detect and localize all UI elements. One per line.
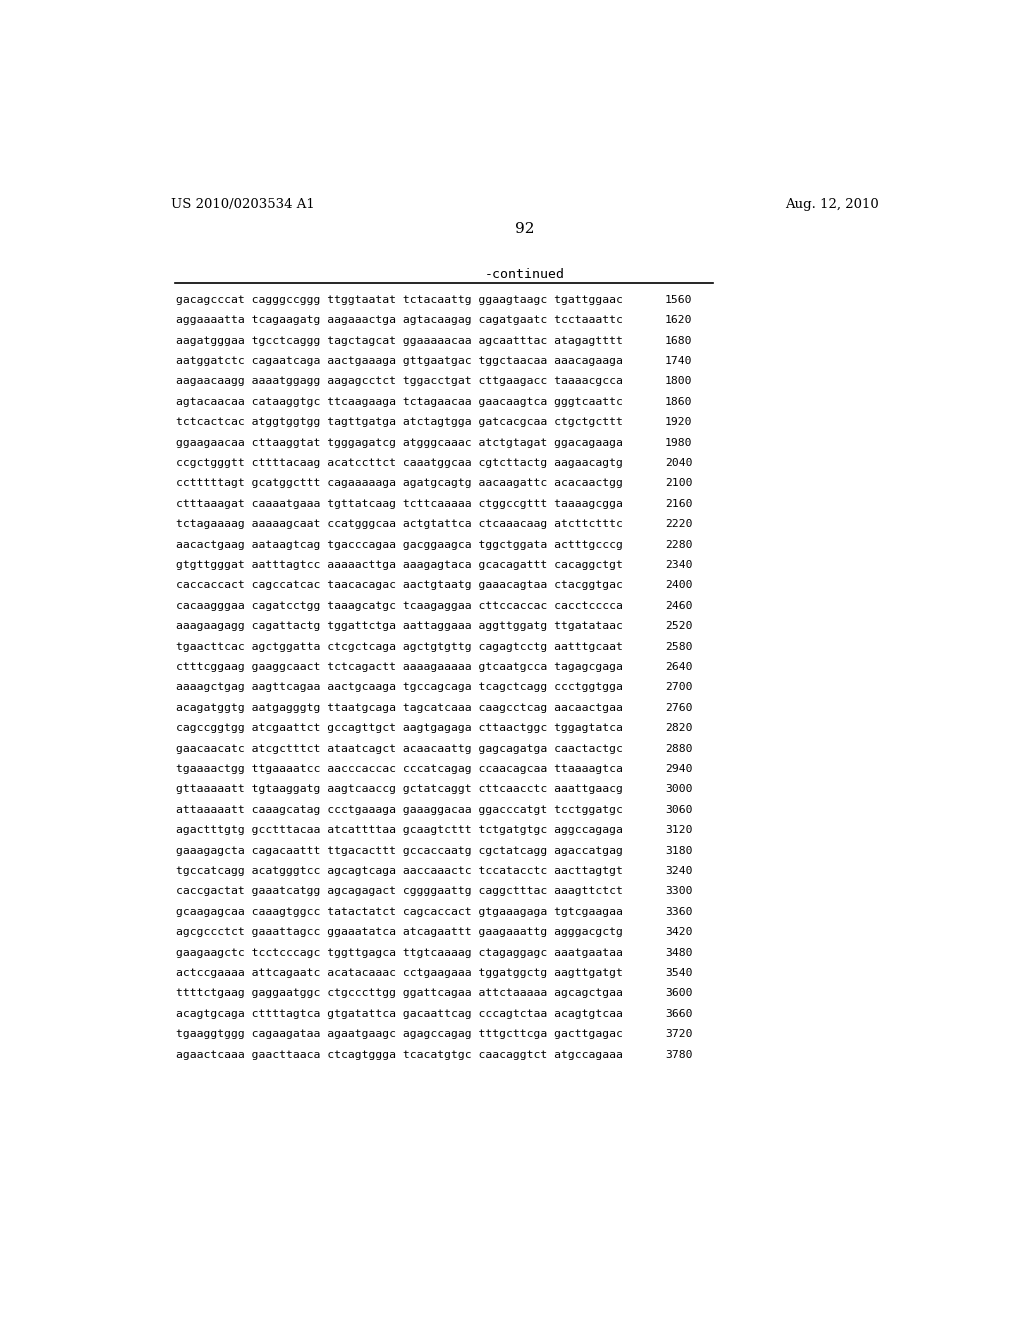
Text: tgaaaactgg ttgaaaatcc aacccaccac cccatcagag ccaacagcaa ttaaaagtca: tgaaaactgg ttgaaaatcc aacccaccac cccatca…	[176, 764, 623, 774]
Text: 2100: 2100	[665, 478, 692, 488]
Text: US 2010/0203534 A1: US 2010/0203534 A1	[171, 198, 314, 211]
Text: tctagaaaag aaaaagcaat ccatgggcaa actgtattca ctcaaacaag atcttctttc: tctagaaaag aaaaagcaat ccatgggcaa actgtat…	[176, 519, 623, 529]
Text: 1800: 1800	[665, 376, 692, 387]
Text: acagtgcaga cttttagtca gtgatattca gacaattcag cccagtctaa acagtgtcaa: acagtgcaga cttttagtca gtgatattca gacaatt…	[176, 1008, 623, 1019]
Text: ctttcggaag gaaggcaact tctcagactt aaaagaaaaa gtcaatgcca tagagcgaga: ctttcggaag gaaggcaact tctcagactt aaaagaa…	[176, 663, 623, 672]
Text: 3720: 3720	[665, 1030, 692, 1039]
Text: ccgctgggtt cttttacaag acatccttct caaatggcaa cgtcttactg aagaacagtg: ccgctgggtt cttttacaag acatccttct caaatgg…	[176, 458, 623, 467]
Text: 3300: 3300	[665, 887, 692, 896]
Text: 3600: 3600	[665, 989, 692, 998]
Text: aagatgggaa tgcctcaggg tagctagcat ggaaaaacaa agcaatttac atagagtttt: aagatgggaa tgcctcaggg tagctagcat ggaaaaa…	[176, 335, 623, 346]
Text: 3240: 3240	[665, 866, 692, 876]
Text: 3660: 3660	[665, 1008, 692, 1019]
Text: 1860: 1860	[665, 397, 692, 407]
Text: 2880: 2880	[665, 743, 692, 754]
Text: 1740: 1740	[665, 356, 692, 366]
Text: 2280: 2280	[665, 540, 692, 549]
Text: 2580: 2580	[665, 642, 692, 652]
Text: aatggatctc cagaatcaga aactgaaaga gttgaatgac tggctaacaa aaacagaaga: aatggatctc cagaatcaga aactgaaaga gttgaat…	[176, 356, 623, 366]
Text: 1980: 1980	[665, 437, 692, 447]
Text: aaagaagagg cagattactg tggattctga aattaggaaa aggttggatg ttgatataac: aaagaagagg cagattactg tggattctga aattagg…	[176, 622, 623, 631]
Text: cagccggtgg atcgaattct gccagttgct aagtgagaga cttaactggc tggagtatca: cagccggtgg atcgaattct gccagttgct aagtgag…	[176, 723, 623, 733]
Text: gttaaaaatt tgtaaggatg aagtcaaccg gctatcaggt cttcaacctc aaattgaacg: gttaaaaatt tgtaaggatg aagtcaaccg gctatca…	[176, 784, 623, 795]
Text: gtgttgggat aatttagtcc aaaaacttga aaagagtaca gcacagattt cacaggctgt: gtgttgggat aatttagtcc aaaaacttga aaagagt…	[176, 560, 623, 570]
Text: 3360: 3360	[665, 907, 692, 917]
Text: acagatggtg aatgagggtg ttaatgcaga tagcatcaaa caagcctcag aacaactgaa: acagatggtg aatgagggtg ttaatgcaga tagcatc…	[176, 702, 623, 713]
Text: caccaccact cagccatcac taacacagac aactgtaatg gaaacagtaa ctacggtgac: caccaccact cagccatcac taacacagac aactgta…	[176, 581, 623, 590]
Text: agcgccctct gaaattagcc ggaaatatca atcagaattt gaagaaattg agggacgctg: agcgccctct gaaattagcc ggaaatatca atcagaa…	[176, 927, 623, 937]
Text: tgccatcagg acatgggtcc agcagtcaga aaccaaactc tccatacctc aacttagtgt: tgccatcagg acatgggtcc agcagtcaga aaccaaa…	[176, 866, 623, 876]
Text: ttttctgaag gaggaatggc ctgcccttgg ggattcagaa attctaaaaa agcagctgaa: ttttctgaag gaggaatggc ctgcccttgg ggattca…	[176, 989, 623, 998]
Text: agaactcaaa gaacttaaca ctcagtggga tcacatgtgc caacaggtct atgccagaaa: agaactcaaa gaacttaaca ctcagtggga tcacatg…	[176, 1049, 623, 1060]
Text: cctttttagt gcatggcttt cagaaaaaga agatgcagtg aacaagattc acacaactgg: cctttttagt gcatggcttt cagaaaaaga agatgca…	[176, 478, 623, 488]
Text: 2640: 2640	[665, 663, 692, 672]
Text: 2220: 2220	[665, 519, 692, 529]
Text: agactttgtg gcctttacaa atcattttaa gcaagtcttt tctgatgtgc aggccagaga: agactttgtg gcctttacaa atcattttaa gcaagtc…	[176, 825, 623, 836]
Text: gcaagagcaa caaagtggcc tatactatct cagcaccact gtgaaagaga tgtcgaagaa: gcaagagcaa caaagtggcc tatactatct cagcacc…	[176, 907, 623, 917]
Text: 2460: 2460	[665, 601, 692, 611]
Text: 2820: 2820	[665, 723, 692, 733]
Text: aacactgaag aataagtcag tgacccagaa gacggaagca tggctggata actttgcccg: aacactgaag aataagtcag tgacccagaa gacggaa…	[176, 540, 623, 549]
Text: -continued: -continued	[484, 268, 565, 281]
Text: 3540: 3540	[665, 968, 692, 978]
Text: 3060: 3060	[665, 805, 692, 814]
Text: 3120: 3120	[665, 825, 692, 836]
Text: 2160: 2160	[665, 499, 692, 508]
Text: 2520: 2520	[665, 622, 692, 631]
Text: actccgaaaa attcagaatc acatacaaac cctgaagaaa tggatggctg aagttgatgt: actccgaaaa attcagaatc acatacaaac cctgaag…	[176, 968, 623, 978]
Text: 1920: 1920	[665, 417, 692, 428]
Text: aagaacaagg aaaatggagg aagagcctct tggacctgat cttgaagacc taaaacgcca: aagaacaagg aaaatggagg aagagcctct tggacct…	[176, 376, 623, 387]
Text: 1560: 1560	[665, 294, 692, 305]
Text: 2040: 2040	[665, 458, 692, 467]
Text: 2700: 2700	[665, 682, 692, 693]
Text: ggaagaacaa cttaaggtat tgggagatcg atgggcaaac atctgtagat ggacagaaga: ggaagaacaa cttaaggtat tgggagatcg atgggca…	[176, 437, 623, 447]
Text: 3420: 3420	[665, 927, 692, 937]
Text: tgaaggtggg cagaagataa agaatgaagc agagccagag tttgcttcga gacttgagac: tgaaggtggg cagaagataa agaatgaagc agagcca…	[176, 1030, 623, 1039]
Text: 2340: 2340	[665, 560, 692, 570]
Text: gacagcccat cagggccggg ttggtaatat tctacaattg ggaagtaagc tgattggaac: gacagcccat cagggccggg ttggtaatat tctacaa…	[176, 294, 623, 305]
Text: cacaagggaa cagatcctgg taaagcatgc tcaagaggaa cttccaccac cacctcccca: cacaagggaa cagatcctgg taaagcatgc tcaagag…	[176, 601, 623, 611]
Text: tctcactcac atggtggtgg tagttgatga atctagtgga gatcacgcaa ctgctgcttt: tctcactcac atggtggtgg tagttgatga atctagt…	[176, 417, 623, 428]
Text: 1680: 1680	[665, 335, 692, 346]
Text: gaagaagctc tcctcccagc tggttgagca ttgtcaaaag ctagaggagc aaatgaataa: gaagaagctc tcctcccagc tggttgagca ttgtcaa…	[176, 948, 623, 957]
Text: attaaaaatt caaagcatag ccctgaaaga gaaaggacaa ggacccatgt tcctggatgc: attaaaaatt caaagcatag ccctgaaaga gaaagga…	[176, 805, 623, 814]
Text: gaacaacatc atcgctttct ataatcagct acaacaattg gagcagatga caactactgc: gaacaacatc atcgctttct ataatcagct acaacaa…	[176, 743, 623, 754]
Text: 2400: 2400	[665, 581, 692, 590]
Text: Aug. 12, 2010: Aug. 12, 2010	[785, 198, 879, 211]
Text: 3480: 3480	[665, 948, 692, 957]
Text: 3780: 3780	[665, 1049, 692, 1060]
Text: 1620: 1620	[665, 315, 692, 325]
Text: 3180: 3180	[665, 846, 692, 855]
Text: ctttaaagat caaaatgaaa tgttatcaag tcttcaaaaa ctggccgttt taaaagcgga: ctttaaagat caaaatgaaa tgttatcaag tcttcaa…	[176, 499, 623, 508]
Text: 3000: 3000	[665, 784, 692, 795]
Text: aaaagctgag aagttcagaa aactgcaaga tgccagcaga tcagctcagg ccctggtgga: aaaagctgag aagttcagaa aactgcaaga tgccagc…	[176, 682, 623, 693]
Text: gaaagagcta cagacaattt ttgacacttt gccaccaatg cgctatcagg agaccatgag: gaaagagcta cagacaattt ttgacacttt gccacca…	[176, 846, 623, 855]
Text: aggaaaatta tcagaagatg aagaaactga agtacaagag cagatgaatc tcctaaattc: aggaaaatta tcagaagatg aagaaactga agtacaa…	[176, 315, 623, 325]
Text: 92: 92	[515, 222, 535, 235]
Text: 2760: 2760	[665, 702, 692, 713]
Text: agtacaacaa cataaggtgc ttcaagaaga tctagaacaa gaacaagtca gggtcaattc: agtacaacaa cataaggtgc ttcaagaaga tctagaa…	[176, 397, 623, 407]
Text: tgaacttcac agctggatta ctcgctcaga agctgtgttg cagagtcctg aatttgcaat: tgaacttcac agctggatta ctcgctcaga agctgtg…	[176, 642, 623, 652]
Text: 2940: 2940	[665, 764, 692, 774]
Text: caccgactat gaaatcatgg agcagagact cggggaattg caggctttac aaagttctct: caccgactat gaaatcatgg agcagagact cggggaa…	[176, 887, 623, 896]
